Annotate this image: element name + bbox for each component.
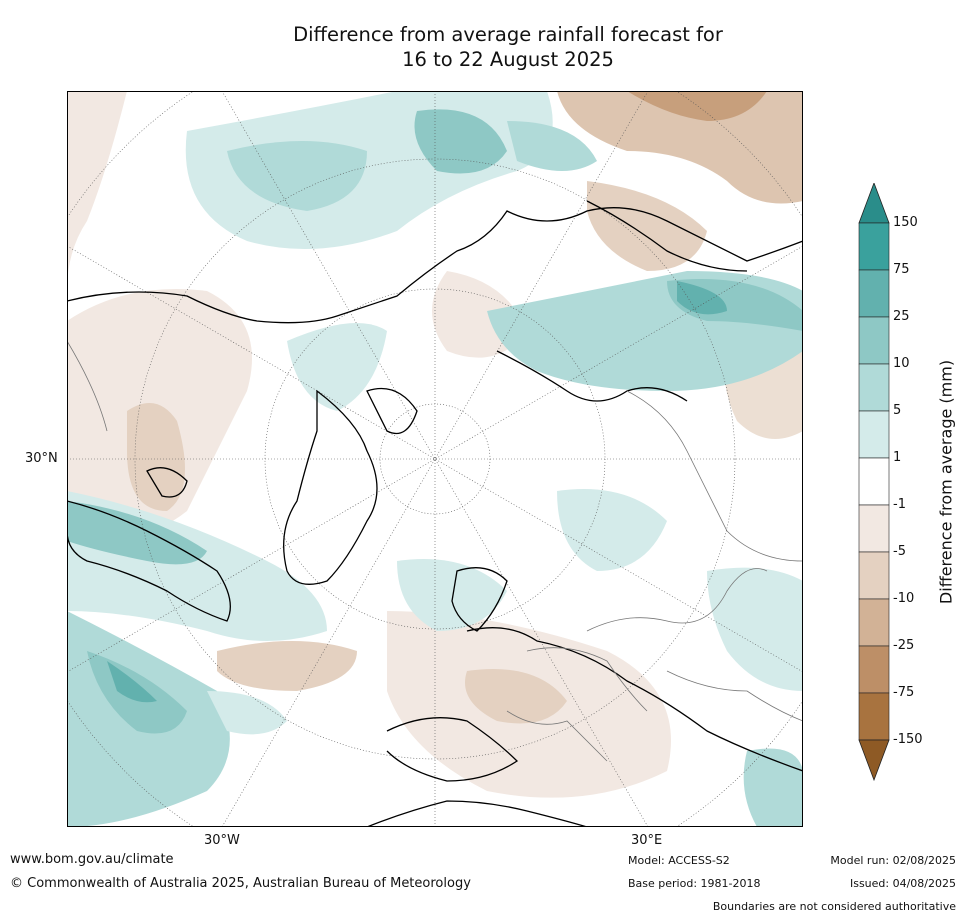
colorbar-band xyxy=(858,269,890,318)
colorbar-band xyxy=(858,410,890,459)
colorbar-tick-label: 10 xyxy=(893,356,910,371)
colorbar-band xyxy=(858,598,890,647)
colorbar-band xyxy=(858,692,890,741)
model-run-text: Model run: 02/08/2025 xyxy=(830,854,956,867)
colorbar-tick-label: 25 xyxy=(893,309,910,324)
colorbar-bands xyxy=(858,222,890,741)
colorbar-tick-label: -1 xyxy=(893,497,906,512)
colorbar-tick-label: 1 xyxy=(893,450,902,465)
colorbar-band xyxy=(858,222,890,271)
country-boundaries xyxy=(67,340,803,762)
colorbar-band xyxy=(858,551,890,600)
colorbar-title: Difference from average (mm) xyxy=(936,359,956,605)
colorbar-tick-label: -5 xyxy=(893,544,906,559)
rainfall-anomaly-map xyxy=(67,91,803,827)
map-frame xyxy=(67,91,803,827)
colorbar-tick-label: -10 xyxy=(893,591,915,606)
colorbar-band xyxy=(858,316,890,365)
colorbar-band xyxy=(858,363,890,412)
model-text: Model: ACCESS-S2 xyxy=(628,854,730,867)
lon-label-30w: 30°W xyxy=(204,833,240,848)
website-link[interactable]: www.bom.gov.au/climate xyxy=(10,852,174,867)
issued-text: Issued: 04/08/2025 xyxy=(849,877,956,890)
wet-anomaly-regions xyxy=(67,91,803,827)
colorbar-tick-label: 75 xyxy=(893,262,910,277)
colorbar xyxy=(858,183,890,782)
map-canvas xyxy=(67,91,803,827)
colorbar-top-arrow xyxy=(858,183,890,224)
disclaimer-text: Boundaries are not considered authoritat… xyxy=(712,900,956,913)
colorbar-band xyxy=(858,645,890,694)
lat-label-30n: 30°N xyxy=(25,451,58,466)
base-period-text: Base period: 1981-2018 xyxy=(628,877,761,890)
colorbar-tick-label: -75 xyxy=(893,685,915,700)
colorbar-tick-label: 5 xyxy=(893,403,902,418)
dry-anomaly-regions xyxy=(67,91,803,827)
colorbar-band xyxy=(858,504,890,553)
graticule xyxy=(67,91,803,827)
colorbar-tick-label: -25 xyxy=(893,638,915,653)
colorbar-tick-label: 150 xyxy=(893,215,918,230)
title-line-2: 16 to 22 August 2025 xyxy=(402,48,614,71)
colorbar-tick-label: -150 xyxy=(893,732,923,747)
colorbar-band xyxy=(858,457,890,506)
lon-label-30e: 30°E xyxy=(631,833,663,848)
chart-title: Difference from average rainfall forecas… xyxy=(68,22,948,72)
title-line-1: Difference from average rainfall forecas… xyxy=(293,23,723,46)
coastlines xyxy=(67,200,803,827)
copyright-text: © Commonwealth of Australia 2025, Austra… xyxy=(10,876,471,891)
colorbar-bottom-arrow xyxy=(858,739,890,782)
